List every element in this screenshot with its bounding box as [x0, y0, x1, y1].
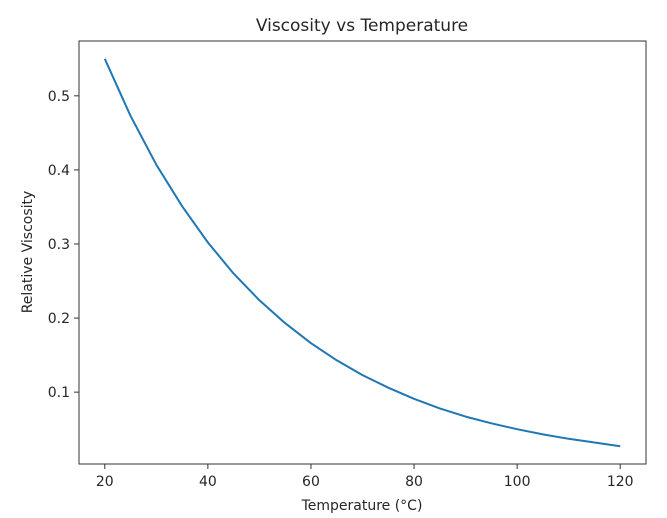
axes-background [79, 41, 646, 464]
y-tick-label: 0.3 [48, 237, 70, 253]
y-axis-ticks: 0.1 0.2 0.3 0.4 0.5 [48, 89, 79, 401]
chart-title: Viscosity vs Temperature [256, 16, 468, 36]
x-tick-label: 20 [96, 474, 114, 490]
y-axis-label: Relative Viscosity [20, 191, 36, 314]
viscosity-line [103, 58, 621, 448]
x-tick-label: 100 [504, 474, 531, 490]
x-axis-label: Temperature (°C) [301, 498, 423, 514]
y-tick-label: 0.1 [48, 385, 70, 401]
y-tick-label: 0.2 [48, 311, 70, 327]
plot-area [78, 40, 647, 465]
x-axis-ticks: 20 40 60 80 100 120 [96, 464, 634, 490]
y-tick-label: 0.4 [48, 163, 70, 179]
x-tick-label: 80 [405, 474, 423, 490]
x-tick-label: 60 [302, 474, 320, 490]
y-tick-label: 0.5 [48, 89, 70, 105]
axes-frame [78, 40, 647, 465]
x-tick-label: 40 [199, 474, 217, 490]
x-tick-label: 120 [607, 474, 634, 490]
